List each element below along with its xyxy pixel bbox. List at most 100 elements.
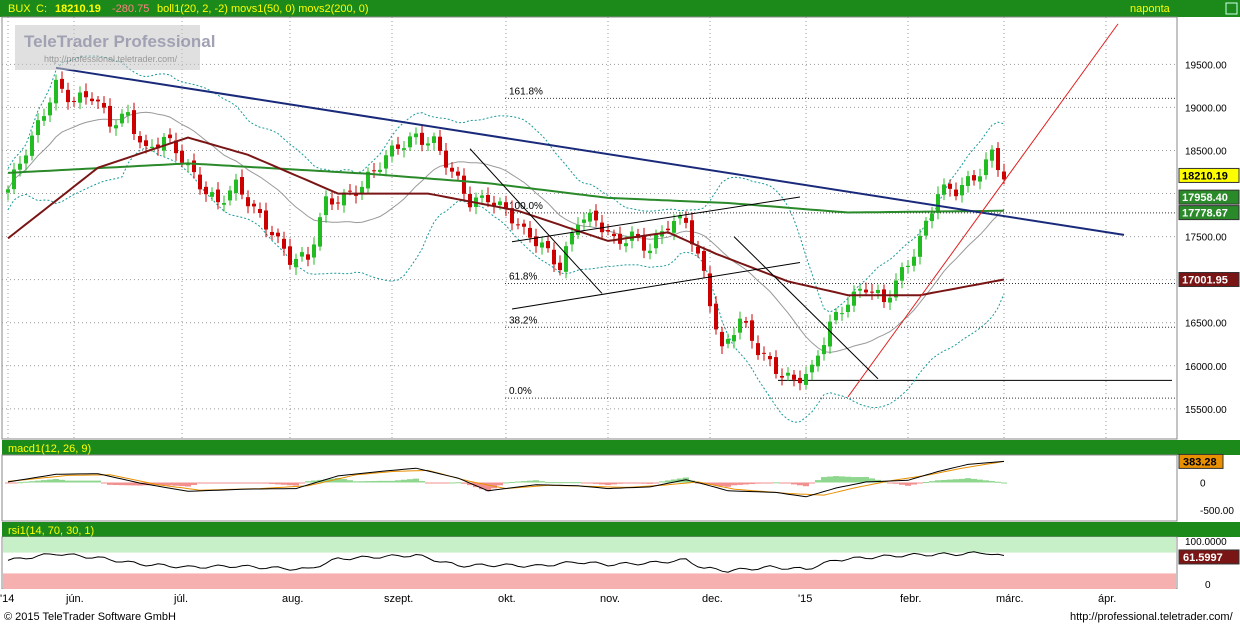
macd-histogram-bar [245, 482, 251, 484]
macd-histogram-bar [515, 481, 521, 483]
candle-body [924, 220, 928, 236]
channel-line [469, 148, 603, 294]
candle-body [210, 192, 214, 197]
macd-histogram-bar [71, 480, 77, 483]
candle-body [246, 197, 250, 207]
macd-histogram-bar [815, 480, 821, 483]
candle-body [294, 258, 298, 268]
candle-body [108, 105, 112, 127]
candle-body [978, 176, 982, 182]
macd-histogram-bar [1001, 482, 1007, 484]
candle-body [870, 291, 874, 293]
y-tick-label: 19500.00 [1185, 60, 1227, 71]
candle-body [696, 246, 700, 254]
candle-body [372, 170, 376, 172]
candle-body [810, 364, 814, 373]
rsi-value-tag-box [1178, 549, 1240, 565]
macd-histogram-bar [41, 480, 47, 483]
x-tick-label: okt. [498, 593, 516, 605]
candle-body [234, 179, 238, 194]
candle-body [864, 289, 868, 293]
macd-histogram-bar [977, 479, 983, 483]
macd-histogram-bar [725, 482, 731, 487]
macd-histogram-bar [533, 480, 539, 483]
candle-body [738, 318, 742, 333]
x-tick-label: '15 [798, 593, 812, 605]
macd-histogram-bar [173, 482, 179, 486]
candle-body [690, 220, 694, 245]
macd-histogram-bar [953, 479, 959, 483]
header-close-label: C: [36, 3, 47, 15]
candle-body [534, 236, 538, 247]
candle-body [6, 189, 10, 193]
y-tick-label: 16500.00 [1185, 319, 1227, 330]
macd-histogram-bar [437, 482, 443, 484]
macd-histogram-bar [713, 482, 719, 486]
macd-histogram-bar [323, 479, 329, 483]
header-close-value: 18210.19 [55, 3, 101, 15]
x-tick-label: szept. [384, 593, 413, 605]
candle-body [360, 186, 364, 195]
candle-body [444, 150, 448, 168]
macd-histogram-bar [983, 480, 989, 483]
price-axis [1178, 17, 1240, 439]
candle-body [906, 265, 910, 268]
candle-body [960, 185, 964, 196]
macd-histogram-bar [305, 481, 311, 483]
macd-histogram-bar [137, 482, 143, 486]
macd-histogram-bar [101, 482, 107, 484]
watermark-brand: TeleTrader Professional [24, 32, 215, 51]
candle-body [942, 184, 946, 195]
macd-histogram-bar [503, 482, 509, 484]
macd-histogram-bar [593, 482, 599, 484]
candle-body [426, 143, 430, 146]
candle-body [894, 280, 898, 298]
candle-body [462, 175, 466, 194]
candle-body [204, 186, 208, 195]
price-panel [1, 16, 1178, 440]
candle-body [216, 189, 220, 203]
macd-histogram-bar [35, 480, 41, 483]
macd-histogram-bar [269, 482, 275, 484]
rsi-value-tag: 61.5997 [1183, 552, 1223, 564]
macd-histogram-bar [827, 476, 833, 483]
macd-histogram-bar [929, 481, 935, 483]
channel-line [511, 196, 801, 243]
candle-body [804, 374, 808, 385]
candle-body [858, 288, 862, 291]
candle-body [330, 198, 334, 205]
candle-body [78, 92, 82, 103]
candle-body [30, 135, 34, 156]
candle-body [606, 229, 610, 232]
candle-body [918, 235, 922, 257]
candle-body [528, 227, 532, 238]
macd-histogram-bar [839, 476, 845, 483]
candle-body [258, 208, 262, 213]
macd-histogram-bar [539, 481, 545, 483]
candle-body [642, 235, 646, 251]
candle-body [726, 338, 730, 344]
macd-histogram-bar [233, 482, 239, 484]
macd-histogram-bar [59, 479, 65, 483]
candle-body [930, 213, 934, 222]
x-tick-label: '14 [0, 593, 14, 605]
macd-histogram-bar [797, 482, 803, 486]
macd-histogram-bar [587, 482, 593, 484]
candle-body [114, 125, 118, 129]
macd-histogram-bar [221, 482, 227, 484]
macd-histogram-bar [893, 482, 899, 484]
macd-histogram-bar [359, 481, 365, 483]
candle-body [714, 303, 718, 330]
macd-histogram-bar [665, 480, 671, 483]
candle-body [12, 169, 16, 190]
macd-histogram-bar [401, 479, 407, 483]
macd-histogram-bar [185, 482, 191, 487]
maximize-button[interactable] [1225, 2, 1238, 15]
macd-panel [1, 454, 1178, 522]
candle-body [720, 331, 724, 347]
macd-histogram-bar [461, 482, 467, 484]
candle-body [876, 289, 880, 294]
candle-body [324, 196, 328, 216]
macd-histogram-bar [557, 482, 563, 484]
macd-histogram-bar [737, 482, 743, 485]
